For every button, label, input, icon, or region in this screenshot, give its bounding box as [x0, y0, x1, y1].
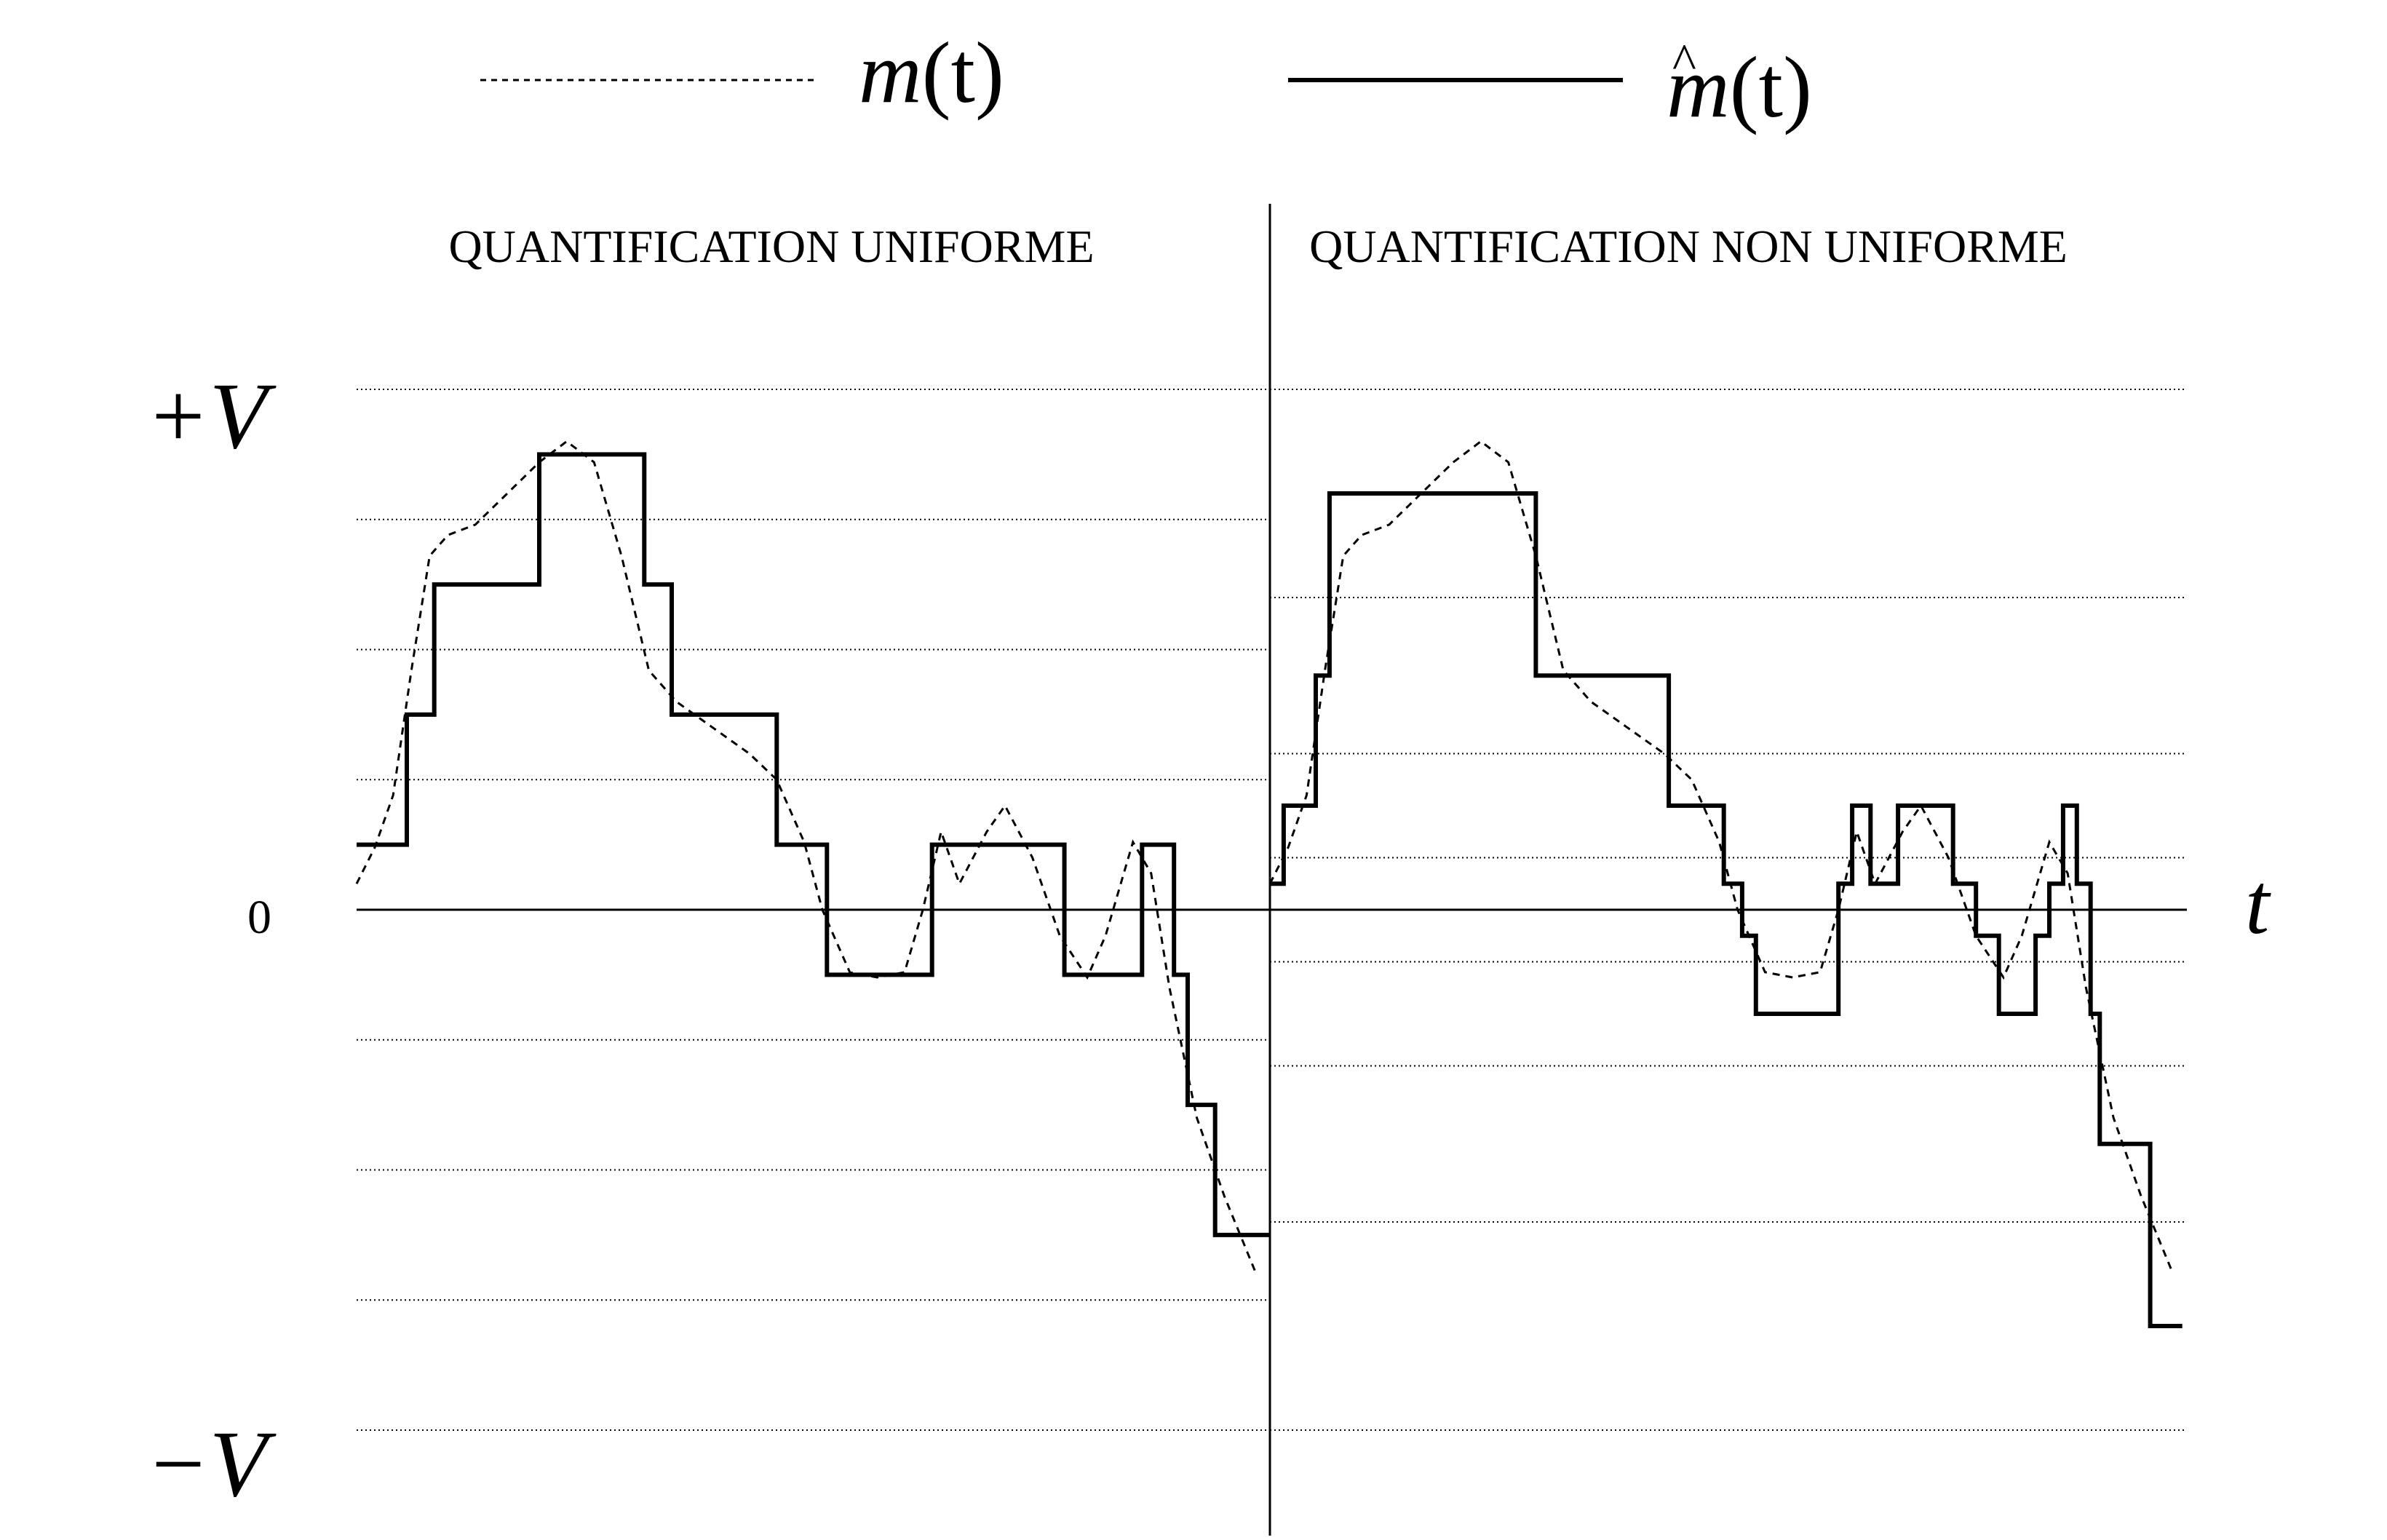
legend: m(t) ^ m(t) — [480, 24, 1812, 135]
zero-label: 0 — [247, 891, 271, 944]
non-uniform-quantized-line — [1270, 491, 2183, 1328]
left-panel-title: QUANTIFICATION UNIFORME — [448, 221, 1094, 272]
time-axis-label: t — [2245, 855, 2271, 952]
non-uniform-panel — [1268, 389, 2187, 1431]
uniform-signal-line — [355, 440, 1258, 1275]
uniform-quantized-line — [357, 452, 1270, 1237]
right-panel-title: QUANTIFICATION NON UNIFORME — [1309, 221, 2068, 272]
uniform-panel — [355, 389, 1270, 1431]
minus-v-label: −V — [146, 1412, 277, 1517]
legend-solid-label: m(t) — [1667, 39, 1812, 135]
non-uniform-signal-line — [1268, 440, 2174, 1275]
legend-dashed-label: m(t) — [859, 24, 1004, 121]
legend-solid-hat: ^ — [1672, 34, 1696, 90]
plus-v-label: +V — [146, 364, 277, 469]
